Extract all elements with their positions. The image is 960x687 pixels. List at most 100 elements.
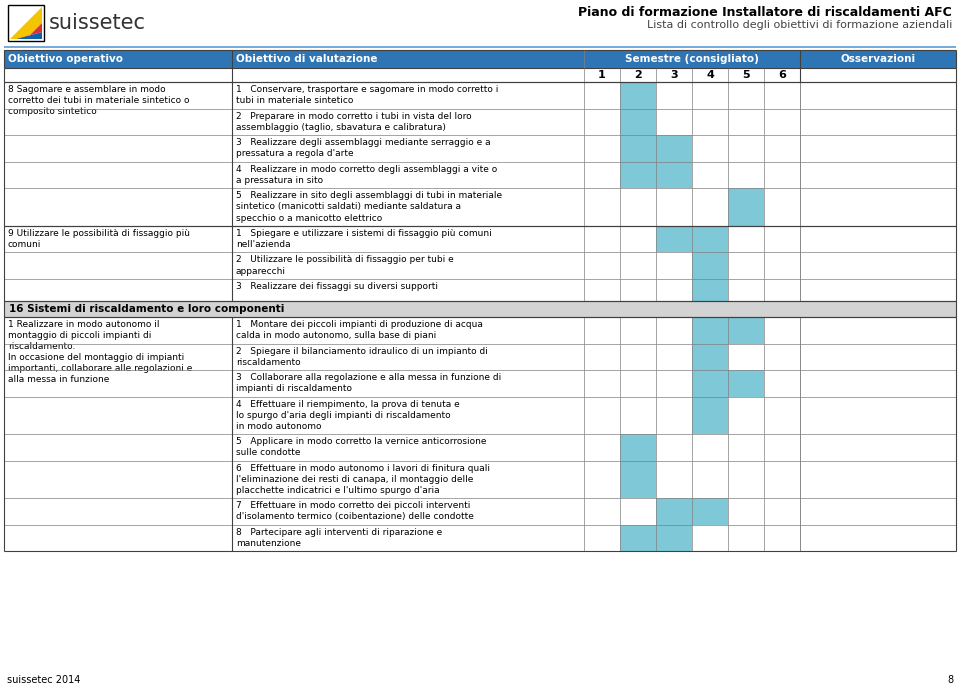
Bar (584, 188, 620, 226)
Bar (4, 317, 232, 552)
Bar (620, 461, 656, 498)
Text: 3   Realizzare degli assemblaggi mediante serraggio e a
pressatura a regola d'ar: 3 Realizzare degli assemblaggi mediante … (236, 138, 491, 158)
Bar (728, 525, 764, 552)
Text: 9 Utilizzare le possibilità di fissaggio più
comuni: 9 Utilizzare le possibilità di fissaggio… (8, 229, 190, 249)
Bar (232, 252, 584, 279)
Bar (656, 226, 692, 252)
Bar (620, 525, 656, 552)
Text: suissetec: suissetec (49, 13, 146, 33)
Bar (800, 434, 956, 461)
Bar (584, 226, 620, 252)
Bar (232, 135, 584, 162)
Text: 16 Sistemi di riscaldamento e loro componenti: 16 Sistemi di riscaldamento e loro compo… (9, 304, 284, 314)
Text: Obiettivo operativo: Obiettivo operativo (8, 54, 123, 64)
Bar (800, 397, 956, 434)
Bar (692, 498, 728, 525)
Bar (232, 226, 584, 252)
Text: Piano di formazione Installatore di riscaldamenti AFC: Piano di formazione Installatore di risc… (578, 6, 952, 19)
Bar (728, 370, 764, 397)
Bar (764, 461, 800, 498)
Bar (620, 279, 656, 301)
Bar (656, 82, 692, 109)
Bar (800, 162, 956, 188)
Bar (232, 188, 584, 226)
Bar (800, 344, 956, 370)
Bar (656, 109, 692, 135)
Bar (584, 162, 620, 188)
Bar (764, 82, 800, 109)
Bar (692, 188, 728, 226)
Bar (232, 397, 584, 434)
Bar (728, 226, 764, 252)
Bar (620, 317, 656, 344)
Text: 1   Spiegare e utilizzare i sistemi di fissaggio più comuni
nell'azienda: 1 Spiegare e utilizzare i sistemi di fis… (236, 229, 492, 249)
Text: 4: 4 (706, 70, 714, 80)
Text: 1   Conservare, trasportare e sagomare in modo corretto i
tubi in materiale sint: 1 Conservare, trasportare e sagomare in … (236, 85, 498, 105)
Bar (728, 109, 764, 135)
Polygon shape (10, 7, 42, 39)
Bar (692, 252, 728, 279)
Polygon shape (10, 23, 42, 39)
Text: 4   Realizzare in modo corretto degli assemblaggi a vite o
a pressatura in sito: 4 Realizzare in modo corretto degli asse… (236, 165, 497, 185)
Bar (584, 498, 620, 525)
Bar (764, 525, 800, 552)
Text: 1 Realizzare in modo autonomo il
montaggio di piccoli impianti di
riscaldamento.: 1 Realizzare in modo autonomo il montagg… (8, 320, 192, 385)
Text: Osservazioni: Osservazioni (840, 54, 916, 64)
Bar (4, 50, 956, 68)
Bar (692, 162, 728, 188)
Text: 2: 2 (635, 70, 642, 80)
Bar (800, 498, 956, 525)
Bar (232, 370, 584, 397)
Text: 3: 3 (670, 70, 678, 80)
Bar (692, 317, 728, 344)
Bar (764, 226, 800, 252)
Bar (620, 188, 656, 226)
Bar (800, 317, 956, 344)
Text: 7   Effettuare in modo corretto dei piccoli interventi
d'isolamento termico (coi: 7 Effettuare in modo corretto dei piccol… (236, 502, 474, 521)
Bar (584, 397, 620, 434)
Bar (728, 461, 764, 498)
Bar (764, 317, 800, 344)
Bar (656, 317, 692, 344)
Bar (620, 82, 656, 109)
Text: 2   Spiegare il bilanciamento idraulico di un impianto di
riscaldamento: 2 Spiegare il bilanciamento idraulico di… (236, 347, 488, 367)
Bar (620, 397, 656, 434)
Bar (800, 188, 956, 226)
Bar (656, 135, 692, 162)
Bar (620, 498, 656, 525)
Text: 6: 6 (778, 70, 786, 80)
Bar (728, 188, 764, 226)
Bar (8, 5, 44, 41)
Text: 5   Applicare in modo corretto la vernice anticorrosione
sulle condotte: 5 Applicare in modo corretto la vernice … (236, 437, 487, 458)
Bar (8, 5, 44, 41)
Text: Lista di controllo degli obiettivi di formazione aziendali: Lista di controllo degli obiettivi di fo… (647, 20, 952, 30)
Bar (656, 434, 692, 461)
Bar (692, 82, 728, 109)
Bar (764, 279, 800, 301)
Bar (656, 188, 692, 226)
Bar (620, 226, 656, 252)
Bar (764, 344, 800, 370)
Bar (232, 498, 584, 525)
Bar (232, 344, 584, 370)
Bar (764, 162, 800, 188)
Bar (4, 82, 232, 226)
Bar (4, 226, 232, 301)
Bar (800, 252, 956, 279)
Bar (800, 109, 956, 135)
Polygon shape (10, 32, 42, 39)
Text: 8 Sagomare e assemblare in modo
corretto dei tubi in materiale sintetico o
compo: 8 Sagomare e assemblare in modo corretto… (8, 85, 189, 116)
Text: 5: 5 (742, 70, 750, 80)
Bar (764, 252, 800, 279)
Bar (232, 434, 584, 461)
Bar (800, 279, 956, 301)
Bar (800, 370, 956, 397)
Bar (728, 82, 764, 109)
Bar (764, 188, 800, 226)
Text: 5   Realizzare in sito degli assemblaggi di tubi in materiale
sintetico (manicot: 5 Realizzare in sito degli assemblaggi d… (236, 192, 502, 223)
Bar (620, 162, 656, 188)
Bar (584, 109, 620, 135)
Bar (728, 344, 764, 370)
Text: 8: 8 (947, 675, 953, 685)
Text: 8   Partecipare agli interventi di riparazione e
manutenzione: 8 Partecipare agli interventi di riparaz… (236, 528, 443, 548)
